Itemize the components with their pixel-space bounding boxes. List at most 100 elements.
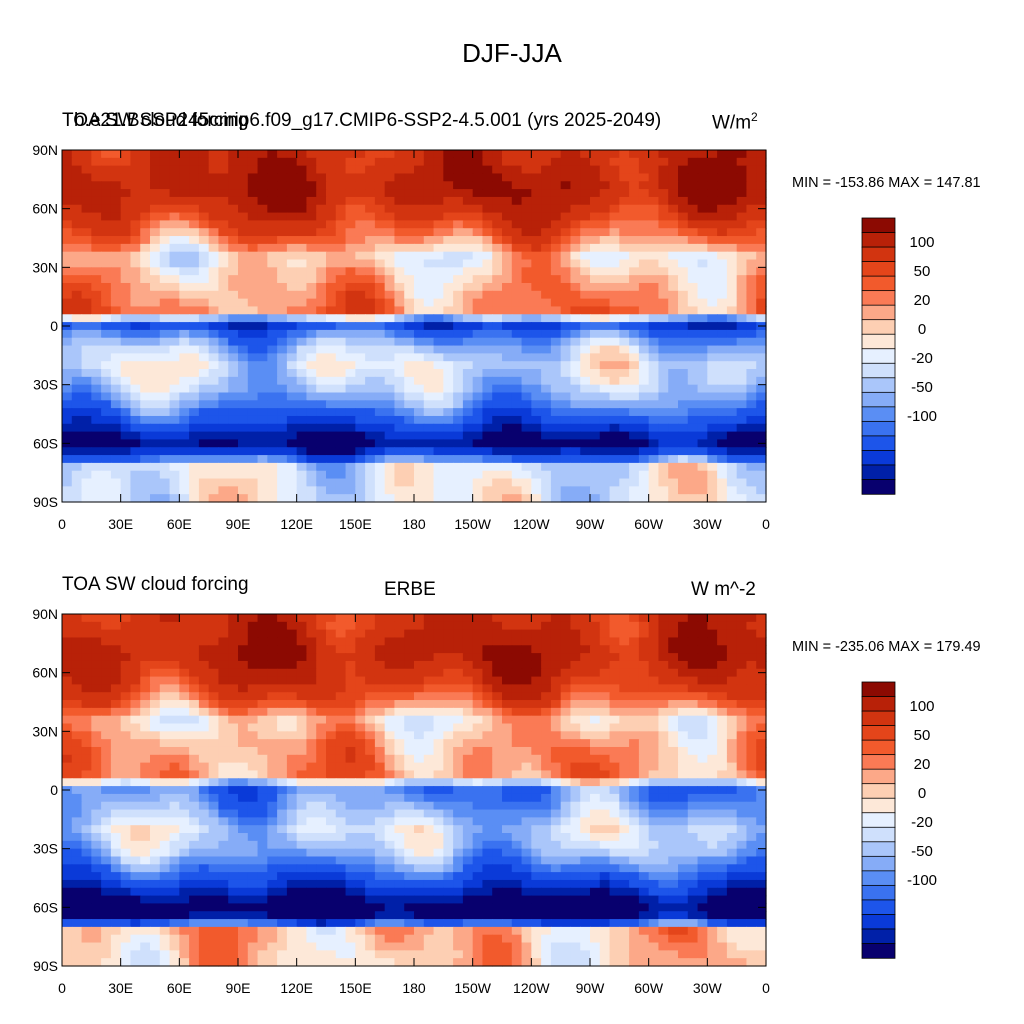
heatmap-cell	[472, 384, 484, 394]
heatmap-cell	[726, 267, 738, 276]
heatmap-cell	[189, 392, 200, 401]
heatmap-cell	[326, 243, 337, 253]
heatmap-cell	[247, 447, 259, 456]
heatmap-cell	[678, 181, 689, 190]
heatmap-cell	[316, 290, 327, 300]
heatmap-cell	[326, 676, 337, 685]
heatmap-cell	[277, 392, 288, 401]
heatmap-cell	[91, 614, 102, 623]
heatmap-cell	[707, 345, 718, 354]
heatmap-cell	[394, 494, 405, 503]
heatmap-cell	[580, 684, 591, 693]
heatmap-cell	[374, 392, 386, 401]
heatmap-cell	[140, 684, 151, 693]
heatmap-cell	[678, 486, 689, 495]
heatmap-cell	[433, 220, 444, 229]
heatmap-cell	[531, 181, 542, 190]
heatmap-cell	[120, 447, 132, 456]
heatmap-cell	[150, 400, 161, 409]
heatmap-cell	[130, 212, 141, 221]
heatmap-cell	[648, 478, 660, 487]
heatmap-cell	[492, 236, 503, 245]
heatmap-cell	[208, 754, 220, 764]
heatmap-cell	[619, 408, 630, 417]
heatmap-cell	[717, 746, 728, 756]
heatmap-cell	[335, 181, 347, 190]
heatmap-cell	[521, 228, 532, 237]
heatmap-cell	[208, 715, 220, 725]
heatmap-cell	[521, 431, 532, 441]
heatmap-cell	[433, 494, 444, 503]
heatmap-cell	[169, 204, 180, 214]
heatmap-cell	[521, 462, 532, 472]
heatmap-cell	[159, 478, 171, 487]
heatmap-cell	[296, 345, 308, 354]
heatmap-cell	[433, 150, 444, 159]
heatmap-cell	[374, 676, 386, 685]
heatmap-cell	[277, 337, 288, 347]
heatmap-cell	[609, 786, 620, 795]
heatmap-cell	[697, 290, 708, 300]
heatmap-cell	[286, 478, 298, 487]
heatmap-cell	[648, 275, 660, 284]
heatmap-cell	[228, 447, 239, 456]
heatmap-cell	[365, 259, 376, 268]
heatmap-cell	[394, 306, 405, 315]
heatmap-cell	[590, 400, 601, 409]
heatmap-cell	[365, 762, 376, 772]
heatmap-cell	[443, 376, 454, 386]
heatmap-cell	[726, 282, 738, 292]
heatmap-cell	[218, 314, 229, 323]
heatmap-cell	[678, 707, 689, 717]
heatmap-cell	[541, 376, 552, 386]
heatmap-cell	[296, 684, 308, 693]
heatmap-cell	[687, 181, 699, 190]
heatmap-cell	[726, 212, 738, 221]
heatmap-cell	[130, 423, 141, 433]
heatmap-cell	[267, 236, 278, 245]
heatmap-cell	[286, 204, 298, 214]
heatmap-cell	[502, 668, 513, 678]
heatmap-cell	[629, 486, 640, 495]
heatmap-cell	[71, 439, 83, 448]
heatmap-cell	[453, 220, 464, 229]
heatmap-cell	[462, 400, 474, 409]
heatmap-cell	[433, 754, 444, 764]
heatmap-cell	[482, 723, 493, 732]
heatmap-cell	[482, 290, 493, 300]
heatmap-cell	[150, 645, 161, 654]
heatmap-cell	[140, 298, 151, 308]
heatmap-cell	[541, 236, 552, 245]
heatmap-cell	[423, 353, 435, 362]
heatmap-cell	[697, 494, 708, 503]
heatmap-cell	[169, 423, 180, 433]
heatmap-cell	[198, 723, 210, 732]
heatmap-cell	[316, 447, 327, 456]
heatmap-cell	[433, 275, 444, 284]
heatmap-cell	[394, 353, 405, 362]
heatmap-cell	[482, 259, 493, 268]
heatmap-cell	[414, 762, 425, 772]
heatmap-cell	[580, 267, 591, 276]
heatmap-cell	[570, 189, 581, 198]
heatmap-cell	[384, 431, 396, 441]
heatmap-cell	[599, 739, 611, 748]
heatmap-cell	[326, 220, 337, 229]
heatmap-cell	[345, 150, 356, 159]
heatmap-cell	[247, 629, 259, 639]
heatmap-cell	[726, 431, 738, 441]
heatmap-cell	[511, 376, 523, 386]
heatmap-cell	[609, 353, 620, 362]
heatmap-cell	[668, 243, 679, 253]
heatmap-cell	[159, 762, 171, 772]
heatmap-cell	[130, 653, 141, 662]
heatmap-cell	[335, 157, 347, 167]
heatmap-cell	[218, 447, 229, 456]
heatmap-cell	[62, 470, 73, 480]
heatmap-cell	[599, 251, 611, 261]
heatmap-cell	[580, 614, 591, 623]
heatmap-cell	[208, 220, 220, 229]
heatmap-cell	[394, 345, 405, 354]
heatmap-cell	[746, 165, 757, 175]
heatmap-cell	[365, 306, 376, 315]
